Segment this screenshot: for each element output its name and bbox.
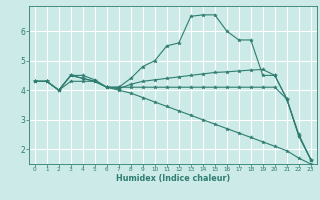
X-axis label: Humidex (Indice chaleur): Humidex (Indice chaleur) (116, 174, 230, 183)
